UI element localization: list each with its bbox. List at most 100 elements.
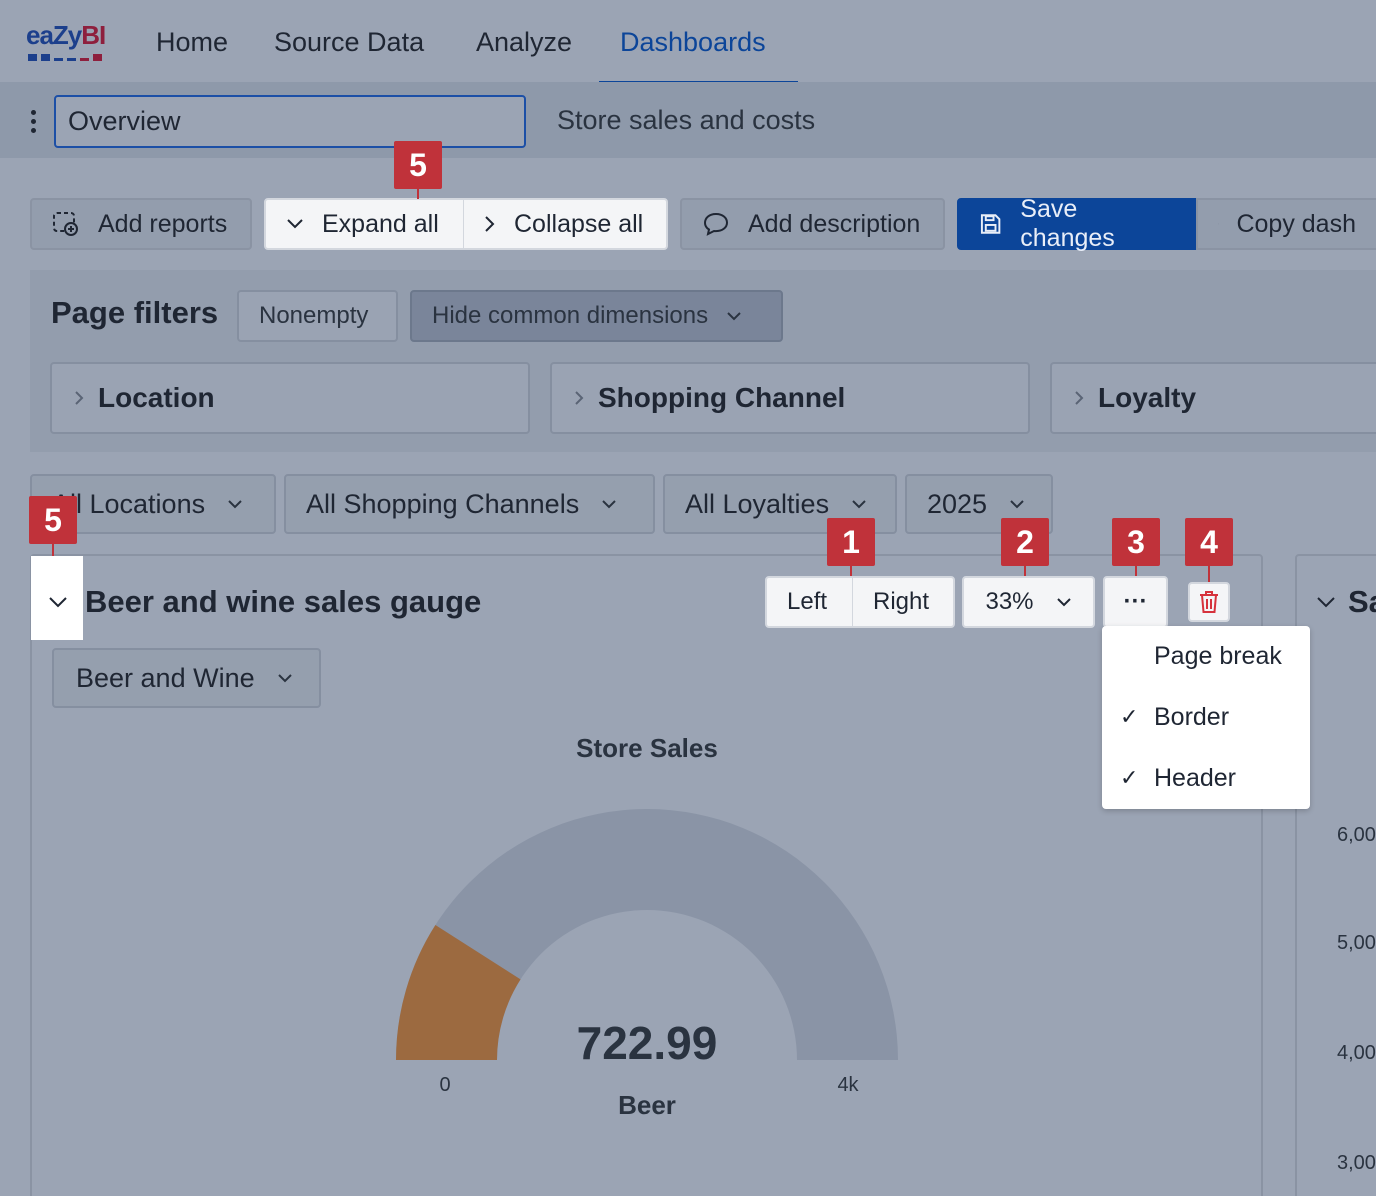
comment-icon	[703, 212, 729, 236]
copy-dashboard-label: Copy dash	[1236, 209, 1356, 238]
beer-and-wine-selector-value: Beer and Wine	[76, 662, 255, 693]
hide-common-dimensions-dropdown[interactable]: Hide common dimensions	[410, 290, 783, 342]
dimension-loyalty-label: Loyalty	[1098, 382, 1197, 413]
align-right-label: Right	[873, 588, 930, 615]
report-options-menu: Page break ✓ Border ✓ Header	[1102, 626, 1310, 809]
check-icon: ✓	[1120, 765, 1139, 790]
callout-line	[52, 544, 54, 556]
menu-item-header-label: Header	[1154, 764, 1236, 792]
callout-line	[417, 189, 419, 199]
chevron-down-icon[interactable]	[1316, 596, 1336, 608]
nonempty-toggle[interactable]: Nonempty	[237, 290, 398, 342]
chevron-down-icon	[228, 500, 242, 509]
callout-line	[850, 566, 852, 576]
callout-badge-4: 4	[1185, 518, 1233, 566]
menu-item-border-label: Border	[1154, 703, 1230, 731]
collapse-all-button[interactable]: Collapse all	[464, 200, 666, 248]
loyalty-selector-value: All Loyalties	[685, 488, 830, 519]
nav-source-data[interactable]: Source Data	[274, 27, 425, 57]
save-changes-label: Save changes	[1020, 195, 1115, 252]
chevron-right-icon	[485, 216, 495, 232]
menu-item-page-break-label: Page break	[1154, 642, 1282, 670]
page-filters-title: Page filters	[51, 295, 219, 330]
axis-tick-label: 5,00	[1337, 932, 1376, 954]
collapse-all-label: Collapse all	[514, 209, 644, 238]
logo-text: eaZyBI	[26, 20, 106, 50]
add-description-button[interactable]: Add description	[680, 198, 945, 250]
report-title: Beer and wine sales gauge	[85, 584, 482, 619]
gauge-value: 722.99	[576, 1017, 718, 1069]
dimension-shopping-channel-label: Shopping Channel	[598, 382, 846, 413]
dimension-location[interactable]: Location	[50, 362, 530, 434]
chevron-down-icon	[1056, 598, 1071, 607]
align-right-button[interactable]: Right	[853, 578, 953, 626]
dimension-shopping-channel[interactable]: Shopping Channel	[550, 362, 1030, 434]
callout-badge-1: 1	[827, 518, 875, 566]
nonempty-label: Nonempty	[259, 302, 369, 329]
menu-item-page-break[interactable]: Page break	[1102, 626, 1310, 686]
gauge-max-label: 4k	[837, 1074, 859, 1096]
gauge-chart	[396, 809, 898, 1060]
chevron-down-icon	[1010, 500, 1024, 509]
delete-report-button[interactable]	[1188, 582, 1230, 622]
callout-badge-5: 5	[394, 141, 442, 189]
callout-badge-2: 2	[1001, 518, 1049, 566]
dashboard-name-input[interactable]	[54, 95, 526, 148]
add-reports-button[interactable]: Add reports	[30, 198, 252, 250]
align-left-label: Left	[787, 588, 828, 615]
dashboard-subtitle: Store sales and costs	[557, 105, 816, 135]
callout-badge-5: 5	[29, 496, 77, 544]
copy-dashboard-button[interactable]: Copy dash	[1196, 198, 1376, 250]
shopping-channel-selector[interactable]: All Shopping Channels	[284, 474, 655, 534]
gauge-fill	[396, 925, 521, 1060]
more-options-button[interactable]: ···	[1103, 576, 1168, 628]
location-selector-value: All Locations	[52, 488, 206, 519]
collapse-report-button[interactable]	[31, 556, 83, 640]
callout-line	[1024, 566, 1026, 576]
shopping-channel-selector-value: All Shopping Channels	[306, 488, 580, 519]
gauge-min-label: 0	[439, 1074, 451, 1096]
alignment-group: Left Right	[765, 576, 955, 628]
gauge-series-label: Beer	[618, 1090, 676, 1120]
chart-title: Store Sales	[576, 733, 718, 763]
report-width-dropdown[interactable]: 33%	[962, 576, 1095, 628]
more-options-icon: ···	[1123, 588, 1148, 615]
add-description-label: Add description	[748, 209, 921, 238]
hide-common-dimensions-label: Hide common dimensions	[432, 302, 709, 329]
chevron-down-icon	[287, 219, 303, 229]
align-left-button[interactable]: Left	[767, 578, 853, 626]
chevron-down-icon	[602, 500, 616, 509]
year-selector-value: 2025	[927, 488, 988, 519]
callout-line	[1135, 566, 1137, 576]
add-reports-label: Add reports	[98, 209, 228, 238]
eazybi-logo[interactable]: eaZyBI	[26, 20, 120, 62]
menu-item-border[interactable]: ✓ Border	[1102, 687, 1310, 747]
report-width-value: 33%	[985, 588, 1034, 615]
expand-all-button[interactable]: Expand all	[266, 200, 464, 248]
axis-tick-label: 3,00	[1337, 1152, 1376, 1174]
dimension-loyalty[interactable]: Loyalty	[1050, 362, 1376, 434]
nav-analyze[interactable]: Analyze	[476, 27, 573, 57]
add-report-icon	[53, 212, 78, 236]
expand-collapse-group: Expand all Collapse all	[264, 198, 668, 250]
gauge-track	[396, 809, 898, 1060]
axis-tick-label: 4,00	[1337, 1042, 1376, 1064]
kebab-menu-icon[interactable]	[30, 110, 36, 134]
check-icon: ✓	[1120, 704, 1139, 729]
chevron-right-icon	[1075, 391, 1084, 405]
chevron-down-icon	[727, 312, 741, 321]
chevron-down-icon	[277, 674, 292, 683]
menu-item-header[interactable]: ✓ Header	[1102, 748, 1310, 808]
logo-bars	[28, 53, 102, 61]
report-2-title: Sa	[1348, 584, 1376, 619]
nav-home[interactable]: Home	[156, 27, 229, 57]
callout-badge-3: 3	[1112, 518, 1160, 566]
nav-dashboards[interactable]: Dashboards	[620, 27, 766, 57]
dimension-location-label: Location	[98, 382, 215, 413]
trash-icon	[1200, 591, 1218, 613]
save-changes-button[interactable]: Save changes	[957, 195, 1196, 252]
beer-and-wine-selector[interactable]: Beer and Wine	[52, 648, 321, 708]
expand-all-label: Expand all	[322, 209, 439, 238]
chevron-down-icon	[49, 597, 67, 608]
chevron-right-icon	[75, 391, 84, 405]
